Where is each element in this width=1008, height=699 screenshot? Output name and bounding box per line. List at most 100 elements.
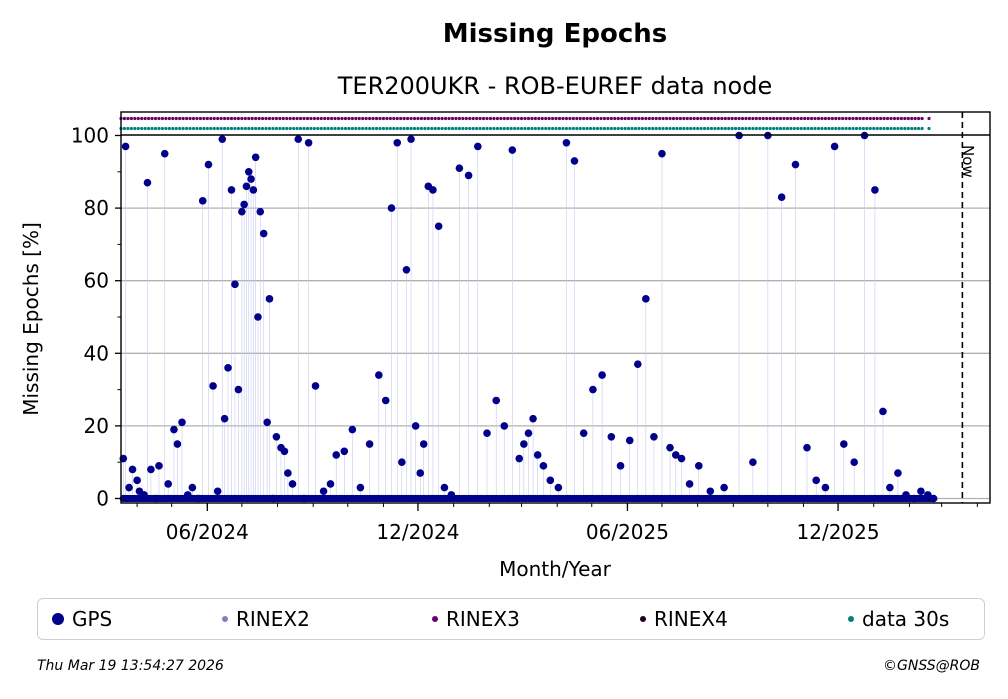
gps-point xyxy=(607,432,616,441)
data-30s-point xyxy=(927,126,931,131)
rinex3-point xyxy=(409,116,413,121)
y-tick-label: 100 xyxy=(71,124,109,148)
data-30s-point xyxy=(702,126,707,131)
gps-point xyxy=(812,476,820,485)
rinex3-point xyxy=(796,116,800,121)
data-30s-marker-icon xyxy=(848,616,854,622)
data-30s-point xyxy=(778,126,783,131)
data-30s-point xyxy=(675,126,679,131)
data-30s-point xyxy=(758,126,762,131)
data-30s-point xyxy=(302,126,306,131)
gps-point xyxy=(294,135,303,143)
data-30s-point xyxy=(827,126,831,131)
data-30s-point xyxy=(409,126,413,131)
data-30s-point xyxy=(858,126,862,131)
data-30s-point xyxy=(171,126,175,131)
data-30s-point xyxy=(664,126,669,131)
gps-point xyxy=(147,465,155,474)
gps-point xyxy=(387,204,396,212)
data-30s-point xyxy=(278,126,282,131)
rinex3-point xyxy=(185,116,189,121)
data-30s-point xyxy=(892,126,897,131)
rinex3-point xyxy=(806,116,810,121)
data-30s-point xyxy=(423,126,427,131)
rinex3-point xyxy=(140,116,144,121)
rinex3-point xyxy=(416,116,420,121)
rinex3-point xyxy=(858,116,862,121)
rinex3-point xyxy=(606,116,610,121)
gps-point xyxy=(677,454,686,463)
rinex3-point xyxy=(195,116,199,121)
gps-point xyxy=(240,200,248,209)
gps-point xyxy=(151,494,160,503)
rinex3-point xyxy=(599,116,603,121)
gps-point xyxy=(474,142,482,151)
gps-point xyxy=(254,313,262,321)
data-30s-point xyxy=(575,126,579,131)
gps-point xyxy=(706,487,715,496)
footer-copyright: ©GNSS@ROB xyxy=(883,658,980,674)
gps-point xyxy=(749,458,757,467)
rinex3-point xyxy=(419,116,424,121)
data-30s-point xyxy=(706,126,710,131)
data-30s-point xyxy=(368,126,372,131)
gps-point xyxy=(894,469,902,477)
gps-point xyxy=(128,465,137,474)
gps-point xyxy=(244,168,253,176)
y-tick-label: 0 xyxy=(96,487,109,511)
rinex3-point xyxy=(727,116,731,121)
rinex3-point xyxy=(602,116,607,121)
rinex3-point xyxy=(675,116,679,121)
rinex2-marker-icon xyxy=(222,616,228,622)
rinex3-point xyxy=(554,116,558,121)
rinex3-point xyxy=(816,116,821,121)
gps-point xyxy=(539,462,548,470)
rinex3-point xyxy=(775,116,779,121)
gps-point xyxy=(666,443,674,452)
rinex3-point xyxy=(340,116,344,121)
rinex3-point xyxy=(285,116,289,121)
rinex3-point xyxy=(658,116,662,121)
rinex3-point xyxy=(575,116,579,121)
gps-point xyxy=(803,443,811,452)
gps-point xyxy=(300,494,308,503)
rinex3-point xyxy=(147,116,151,121)
rinex3-point xyxy=(689,116,693,121)
rinex3-point xyxy=(709,116,714,121)
gps-point xyxy=(194,494,202,503)
legend-label: data 30s xyxy=(862,607,950,631)
data-30s-point xyxy=(668,126,672,131)
rinex3-point xyxy=(879,116,883,121)
data-30s-point xyxy=(678,126,682,131)
gps-point xyxy=(265,295,274,303)
rinex3-point xyxy=(678,116,682,121)
gps-point xyxy=(642,295,650,303)
data-30s-point xyxy=(454,126,458,131)
data-30s-point xyxy=(523,126,527,131)
rinex3-point xyxy=(637,116,641,121)
data-30s-point xyxy=(582,126,586,131)
gps-point xyxy=(227,186,236,194)
data-30s-point xyxy=(229,126,234,131)
x-tick-label: 12/2025 xyxy=(797,520,880,544)
data-30s-point xyxy=(509,126,513,131)
rinex3-point xyxy=(809,116,814,121)
data-30s-point xyxy=(692,126,696,131)
data-30s-point xyxy=(195,126,199,131)
data-30s-point xyxy=(720,126,724,131)
rinex3-point xyxy=(616,116,620,121)
rinex3-point xyxy=(530,116,534,121)
rinex3-point xyxy=(751,116,755,121)
rinex3-point xyxy=(651,116,655,121)
data-30s-point xyxy=(913,126,917,131)
gps-point xyxy=(650,432,658,441)
data-30s-point xyxy=(499,126,503,131)
gps-point xyxy=(249,186,258,194)
data-30s-point xyxy=(799,126,803,131)
rinex3-point xyxy=(122,116,127,121)
gps-point xyxy=(685,480,694,488)
rinex3-point xyxy=(281,116,285,121)
rinex3-point xyxy=(647,116,651,121)
data-30s-point xyxy=(633,126,638,131)
rinex3-point xyxy=(443,116,448,121)
